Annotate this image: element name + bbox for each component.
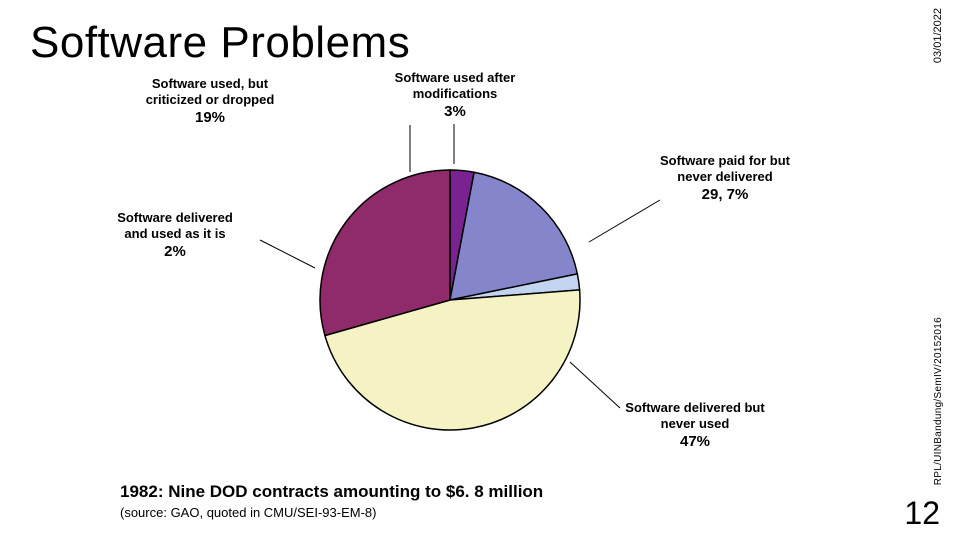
label-pct: 19% <box>120 109 300 127</box>
footnote-sub: (source: GAO, quoted in CMU/SEI-93-EM-8) <box>120 505 376 520</box>
label-pct: 29, 7% <box>630 186 820 204</box>
date-stamp: 03/01/2022 <box>932 8 944 63</box>
leader-line <box>260 240 315 268</box>
label-line: modifications <box>413 86 498 101</box>
label-line: never used <box>661 416 730 431</box>
label-line: never delivered <box>677 169 772 184</box>
label-line: Software used, but <box>152 76 268 91</box>
label-never-used: Software delivered but never used 47% <box>600 400 790 451</box>
label-line: Software delivered but <box>625 400 764 415</box>
label-line: criticized or dropped <box>146 92 275 107</box>
label-pct: 3% <box>370 103 540 121</box>
label-modifications: Software used after modifications 3% <box>370 70 540 121</box>
source-stamp: RPL/UINBandung/SemIV/20152016 <box>933 317 944 485</box>
label-never-delivered: Software paid for but never delivered 29… <box>630 153 820 204</box>
label-used-as-is: Software delivered and used as it is 2% <box>90 210 260 261</box>
label-line: and used as it is <box>124 226 225 241</box>
label-pct: 47% <box>600 433 790 451</box>
pie-chart <box>310 160 590 440</box>
label-line: Software paid for but <box>660 153 790 168</box>
label-line: Software delivered <box>117 210 233 225</box>
leader-line <box>589 200 660 242</box>
page-title: Software Problems <box>30 18 410 68</box>
label-criticized: Software used, but criticized or dropped… <box>120 76 300 127</box>
footnote-main: 1982: Nine DOD contracts amounting to $6… <box>120 482 543 502</box>
page-number: 12 <box>904 495 940 532</box>
label-line: Software used after <box>395 70 516 85</box>
label-pct: 2% <box>90 243 260 261</box>
